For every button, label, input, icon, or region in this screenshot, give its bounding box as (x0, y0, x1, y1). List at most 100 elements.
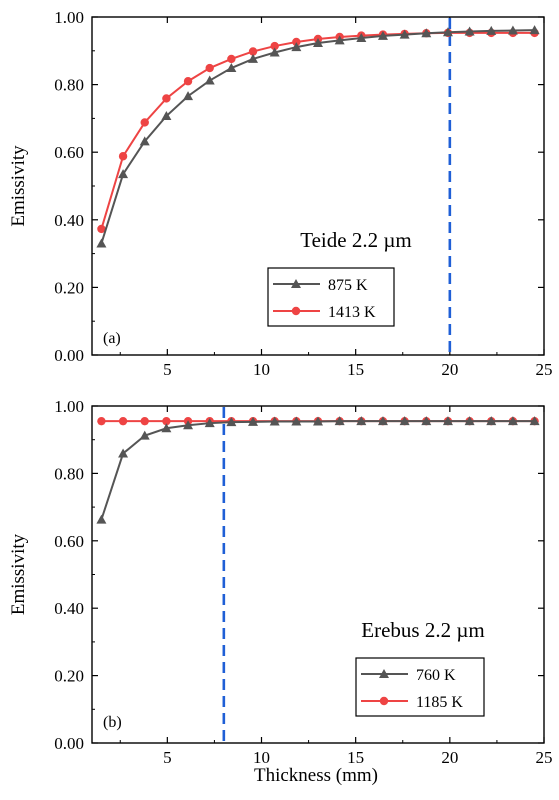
data-point-triangle (356, 416, 367, 426)
data-point-triangle (96, 514, 107, 524)
data-point-triangle (507, 416, 518, 426)
series-line-0 (100, 420, 535, 520)
x-tick-label: 15 (347, 748, 364, 767)
series-line-0 (100, 29, 535, 244)
y-tick-label: 0.80 (54, 76, 84, 95)
x-tick-label: 20 (441, 748, 458, 767)
y-tick-label: 0.60 (54, 143, 84, 162)
data-point-circle (97, 224, 106, 234)
data-point-triangle (183, 420, 194, 430)
data-point-circle (270, 41, 279, 51)
data-point-circle (205, 63, 214, 73)
data-point-triangle (529, 416, 540, 426)
x-tick-label: 10 (253, 360, 270, 379)
data-point-circle (248, 47, 258, 56)
data-point-triangle (486, 25, 497, 35)
data-point-circle (227, 54, 236, 64)
panel-label: (a) (103, 330, 121, 347)
data-point-triangle (139, 136, 150, 146)
data-point-triangle (204, 75, 215, 85)
data-point-triangle (377, 30, 388, 40)
legend-marker-circle (379, 696, 389, 706)
data-point-triangle (226, 63, 237, 73)
series-line-1 (100, 31, 535, 230)
data-point-circle (118, 416, 128, 426)
y-axis-label: Emissivity (8, 145, 29, 227)
data-point-triangle (291, 416, 302, 426)
x-tick-label: 20 (441, 360, 458, 379)
data-point-triangle (421, 416, 432, 426)
data-point-circle (292, 37, 301, 47)
data-point-triangle (464, 26, 475, 36)
panel-b-chart: 0.00 0.20 0.40 0.60 0.80 1.00 5 10 15 20 25 Emissiv… (8, 397, 553, 786)
data-point-circle (183, 77, 193, 86)
legend-box (267, 267, 395, 327)
y-tick-label: 1.00 (54, 397, 84, 416)
data-point-triangle (291, 42, 302, 52)
panel-label: (b) (103, 714, 122, 731)
data-point-circle (140, 416, 149, 426)
x-tick-label: 25 (536, 748, 553, 767)
data-point-circle (162, 94, 171, 103)
x-tick-label: 15 (347, 360, 364, 379)
legend-label: 875 K (328, 277, 368, 294)
data-point-triangle (334, 35, 345, 45)
data-point-triangle (226, 417, 237, 427)
data-point-triangle (399, 29, 410, 39)
y-tick-label: 0.60 (54, 532, 84, 551)
data-point-circle (162, 416, 171, 426)
data-point-triangle (486, 416, 497, 426)
data-point-triangle (204, 418, 215, 428)
legend-marker-triangle (379, 669, 389, 678)
data-point-circle (118, 152, 128, 161)
y-tick-label: 0.00 (54, 346, 84, 365)
data-point-triangle (313, 38, 323, 48)
data-point-circle (140, 118, 149, 127)
chart-annotation: Teide 2.2 µm (300, 228, 412, 252)
data-point-triangle (248, 416, 259, 426)
data-point-triangle (118, 169, 129, 179)
data-point-triangle (421, 28, 432, 38)
y-tick-label: 1.00 (54, 8, 84, 27)
data-point-triangle (464, 416, 475, 426)
data-point-triangle (313, 416, 323, 426)
panel-a-chart: 0.00 0.20 0.40 0.60 0.80 1.00 5 10 15 20 25 Emissiv… (8, 8, 553, 379)
y-tick-label: 0.80 (54, 464, 84, 483)
y-tick-label: 0.00 (54, 734, 84, 753)
legend-label: 1185 K (416, 694, 463, 711)
data-point-triangle (269, 416, 280, 426)
y-tick-label: 0.20 (54, 278, 84, 297)
data-point-triangle (507, 25, 518, 35)
x-tick-label: 5 (163, 748, 172, 767)
x-axis-label: Thickness (mm) (254, 765, 378, 786)
chart-annotation: Erebus 2.2 µm (361, 618, 485, 642)
data-point-triangle (356, 32, 367, 42)
data-point-triangle (96, 238, 107, 248)
legend-label: 1413 K (328, 304, 376, 321)
legend-box (355, 657, 485, 717)
data-point-triangle (139, 430, 150, 440)
data-point-triangle (248, 53, 259, 63)
data-point-triangle (377, 416, 388, 426)
x-tick-label: 5 (163, 360, 172, 379)
data-point-triangle (334, 416, 345, 426)
data-point-circle (97, 416, 106, 426)
y-tick-label: 0.40 (54, 211, 84, 230)
data-point-triangle (399, 416, 410, 426)
legend-label: 760 K (416, 667, 456, 684)
legend-marker-circle (291, 306, 301, 316)
data-point-triangle (442, 27, 453, 37)
y-tick-label: 0.20 (54, 667, 84, 686)
data-point-triangle (442, 416, 453, 426)
data-point-triangle (183, 91, 194, 101)
legend-marker-triangle (291, 279, 301, 288)
x-tick-label: 10 (253, 748, 270, 767)
x-tick-label: 25 (536, 360, 553, 379)
data-point-triangle (161, 423, 172, 433)
data-point-triangle (161, 111, 172, 121)
y-axis-label: Emissivity (8, 533, 29, 615)
y-tick-label: 0.40 (54, 599, 84, 618)
data-point-triangle (529, 25, 540, 35)
data-point-triangle (269, 47, 280, 57)
